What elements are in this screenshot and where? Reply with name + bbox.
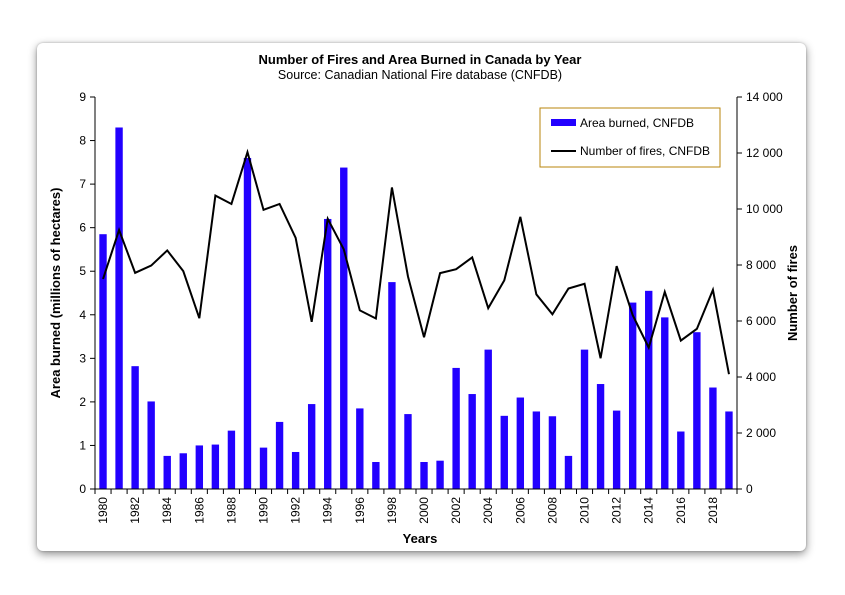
bar-area-burned — [195, 445, 204, 489]
bar-area-burned — [725, 411, 733, 489]
bar-area-burned — [693, 332, 701, 489]
x-tick-label: 1984 — [160, 497, 174, 524]
x-tick-label: 1990 — [257, 497, 271, 524]
bar-area-burned — [596, 384, 605, 489]
bar-area-burned — [324, 218, 332, 489]
x-tick-label: 1992 — [289, 497, 303, 524]
bar-area-burned — [532, 411, 541, 489]
bar-area-burned — [580, 349, 589, 489]
x-tick-label: 2006 — [513, 497, 527, 524]
line-number-of-fires — [102, 148, 730, 375]
bar-area-burned — [356, 408, 364, 489]
bar-area-burned — [628, 302, 637, 489]
x-tick-label: 1998 — [385, 497, 399, 524]
bar-area-burned — [612, 410, 621, 489]
y-left-tick-label: 3 — [79, 351, 86, 365]
y-left-tick-label: 4 — [79, 308, 86, 322]
bar-area-burned — [115, 127, 123, 490]
bar-area-burned — [340, 167, 348, 489]
y-right-tick-label: 14 000 — [746, 90, 783, 104]
y-right-tick-label: 0 — [746, 482, 753, 496]
bar-area-burned — [500, 415, 508, 489]
bar-area-burned — [99, 234, 107, 489]
x-tick-label: 1982 — [128, 497, 142, 524]
bar-area-burned — [404, 414, 412, 489]
bar-area-burned — [677, 431, 685, 489]
y-right-tick-label: 12 000 — [746, 146, 783, 160]
bar-area-burned — [307, 404, 316, 489]
legend-box — [539, 107, 721, 168]
x-tick-label: 2004 — [481, 497, 495, 524]
bar-area-burned — [388, 282, 396, 489]
bar-area-burned — [131, 366, 139, 489]
bar-area-burned — [163, 455, 171, 489]
x-tick-label: 2002 — [449, 497, 463, 524]
y-axis-left-label: Area burned (millions of hectares) — [48, 188, 63, 399]
legend: Area burned, CNFDB Number of fires, CNFD… — [539, 107, 721, 168]
bar-area-burned — [227, 430, 236, 489]
y-left-tick-label: 7 — [79, 177, 86, 191]
x-tick-label: 1996 — [353, 497, 367, 524]
x-tick-label: 2018 — [706, 497, 720, 524]
y-left-tick-label: 0 — [79, 482, 86, 496]
bar-area-burned — [564, 455, 573, 489]
x-tick-label: 1980 — [96, 497, 110, 524]
x-tick-label: 1988 — [224, 497, 238, 524]
bar-area-burned — [179, 453, 187, 489]
x-tick-label: 1986 — [192, 497, 206, 524]
bar-area-burned — [436, 460, 444, 489]
y-left-tick-label: 1 — [79, 438, 86, 452]
x-tick-label: 2016 — [674, 497, 688, 524]
y-right-tick-label: 2 000 — [746, 426, 776, 440]
chart-subtitle: Source: Canadian National Fire database … — [278, 68, 562, 82]
legend-label-area-burned: Area burned, CNFDB — [580, 116, 694, 130]
x-axis-label: Years — [403, 531, 438, 546]
bar-area-burned — [452, 367, 460, 489]
x-tick-label: 2008 — [545, 497, 559, 524]
y-right-tick-label: 10 000 — [746, 202, 783, 216]
x-tick-label: 2010 — [578, 497, 592, 524]
bar-area-burned — [275, 421, 284, 489]
y-right-tick-label: 6 000 — [746, 314, 776, 328]
bar-area-burned — [211, 444, 220, 489]
bar-area-burned — [468, 394, 476, 489]
bar-area-burned — [147, 401, 155, 489]
bar-area-burned — [516, 397, 525, 489]
bar-area-burned — [645, 290, 653, 489]
legend-label-number-of-fires: Number of fires, CNFDB — [580, 144, 710, 158]
y-left-tick-label: 8 — [79, 134, 86, 148]
y-right-tick-label: 8 000 — [746, 258, 776, 272]
bar-area-burned — [548, 416, 557, 489]
bar-area-burned — [484, 349, 492, 489]
legend-swatch-area-burned — [551, 119, 576, 126]
bar-area-burned — [420, 462, 428, 489]
bar-area-burned — [259, 447, 268, 489]
bar-area-burned — [372, 462, 380, 489]
y-left-tick-label: 2 — [79, 395, 86, 409]
x-tick-label: 1994 — [321, 497, 335, 524]
bar-area-burned — [243, 157, 252, 490]
y-left-tick-label: 5 — [79, 264, 86, 278]
x-tick-label: 2012 — [610, 497, 624, 524]
chart-title: Number of Fires and Area Burned in Canad… — [259, 52, 582, 67]
x-tick-label: 2000 — [417, 497, 431, 524]
y-right-tick-label: 4 000 — [746, 370, 776, 384]
bar-area-burned — [661, 317, 669, 489]
x-tick-label: 2014 — [642, 497, 656, 524]
y-left-tick-label: 9 — [79, 90, 86, 104]
bar-area-burned — [709, 387, 717, 489]
y-axis-right-label: Number of fires — [785, 245, 800, 341]
y-left-tick-label: 6 — [79, 221, 86, 235]
bar-area-burned — [291, 451, 300, 489]
